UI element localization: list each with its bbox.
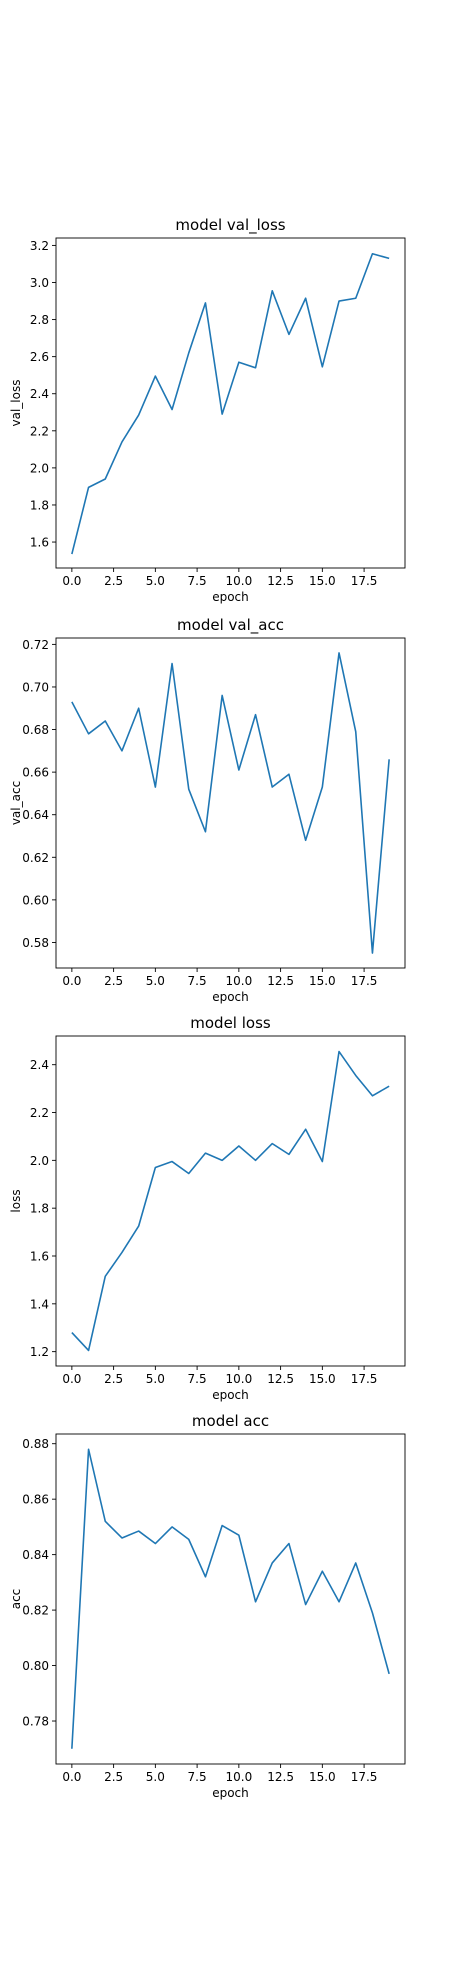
chart-4-xtick-label: 2.5 bbox=[104, 1770, 123, 1784]
chart-1-ytick-label: 3.0 bbox=[30, 276, 49, 290]
chart-1-title: model val_loss bbox=[175, 216, 285, 235]
chart-1-ytick-label: 2.0 bbox=[30, 461, 49, 475]
chart-2-xtick-label: 5.0 bbox=[146, 974, 165, 988]
chart-3-series-line bbox=[71, 1050, 390, 1352]
chart-3-xtick-label: 5.0 bbox=[146, 1372, 165, 1386]
chart-2-axes-frame bbox=[55, 637, 406, 969]
chart-2: model val_acc 0.0 2.5 5.0 7.5 10.0 12.5 15.0 17.… bbox=[9, 616, 406, 1004]
chart-4-xtick-label: 0.0 bbox=[62, 1770, 81, 1784]
chart-1-ytick-label: 1.6 bbox=[30, 536, 49, 550]
chart-1-xtick-label: 15.0 bbox=[309, 574, 336, 588]
chart-2-ytick-label: 0.72 bbox=[22, 638, 49, 652]
chart-4-ytick-label: 0.82 bbox=[22, 1604, 49, 1618]
chart-2-title: model val_acc bbox=[177, 616, 284, 635]
chart-2-xtick-label: 7.5 bbox=[188, 974, 207, 988]
chart-4-axes-frame bbox=[55, 1433, 406, 1765]
chart-1-axes-frame bbox=[55, 237, 406, 569]
chart-3-xtick-label: 10.0 bbox=[225, 1372, 252, 1386]
chart-4-xtick-label: 12.5 bbox=[267, 1770, 294, 1784]
chart-1-xtick-label: 2.5 bbox=[104, 574, 123, 588]
chart-1-ylabel: val_loss bbox=[9, 380, 23, 427]
chart-3-ytick-label: 1.2 bbox=[30, 1345, 49, 1359]
chart-4-xtick-label: 17.5 bbox=[351, 1770, 378, 1784]
chart-2-xtick-label: 10.0 bbox=[225, 974, 252, 988]
chart-4-ytick-label: 0.78 bbox=[22, 1715, 49, 1729]
chart-3-title: model loss bbox=[190, 1014, 271, 1032]
chart-3-ytick-label: 1.4 bbox=[30, 1297, 49, 1311]
chart-4-xtick-label: 5.0 bbox=[146, 1770, 165, 1784]
chart-4-xtick-label: 10.0 bbox=[225, 1770, 252, 1784]
chart-3-ytick-label: 2.4 bbox=[30, 1058, 49, 1072]
chart-1: model val_loss 0.0 2.5 5.0 7.5 10.0 12.5 15.0 17… bbox=[9, 216, 406, 604]
chart-4-title: model acc bbox=[192, 1412, 269, 1430]
chart-3-axes-frame bbox=[55, 1035, 406, 1367]
chart-3-xtick-label: 7.5 bbox=[188, 1372, 207, 1386]
chart-2-ytick-label: 0.58 bbox=[22, 936, 49, 950]
chart-2-xtick-label: 2.5 bbox=[104, 974, 123, 988]
chart-4-xlabel: epoch bbox=[212, 1786, 249, 1800]
chart-4-ytick-label: 0.84 bbox=[22, 1548, 49, 1562]
chart-4-xtick-label: 7.5 bbox=[188, 1770, 207, 1784]
chart-1-ytick-label: 2.8 bbox=[30, 313, 49, 327]
chart-3-ytick-label: 1.6 bbox=[30, 1250, 49, 1264]
chart-4-ytick-label: 0.86 bbox=[22, 1493, 49, 1507]
chart-1-ytick-label: 3.2 bbox=[30, 239, 49, 253]
chart-1-xlabel: epoch bbox=[212, 590, 249, 604]
chart-3-xtick-label: 12.5 bbox=[267, 1372, 294, 1386]
chart-1-xtick-label: 10.0 bbox=[225, 574, 252, 588]
chart-2-ytick-label: 0.60 bbox=[22, 893, 49, 907]
chart-1-ytick-label: 2.6 bbox=[30, 350, 49, 364]
chart-4-ytick-label: 0.80 bbox=[22, 1659, 49, 1673]
chart-1-xtick-label: 0.0 bbox=[62, 574, 81, 588]
chart-1-ytick-label: 1.8 bbox=[30, 498, 49, 512]
chart-3: model loss 0.0 2.5 5.0 7.5 10.0 12.5 15.0 17.5 1.… bbox=[9, 1014, 406, 1402]
chart-3-xtick-label: 0.0 bbox=[62, 1372, 81, 1386]
chart-2-xtick-label: 17.5 bbox=[351, 974, 378, 988]
chart-4: model acc 0.0 2.5 5.0 7.5 10.0 12.5 15.0 17.5 0.7… bbox=[9, 1412, 406, 1800]
chart-2-ytick-label: 0.62 bbox=[22, 851, 49, 865]
chart-4-series-line bbox=[71, 1448, 390, 1749]
chart-1-xtick-label: 17.5 bbox=[351, 574, 378, 588]
chart-3-xtick-label: 17.5 bbox=[351, 1372, 378, 1386]
chart-2-xtick-label: 15.0 bbox=[309, 974, 336, 988]
chart-3-ytick-label: 2.2 bbox=[30, 1106, 49, 1120]
chart-1-ytick-label: 2.4 bbox=[30, 387, 49, 401]
chart-1-xtick-label: 12.5 bbox=[267, 574, 294, 588]
chart-2-xtick-label: 0.0 bbox=[62, 974, 81, 988]
chart-1-ytick-label: 2.2 bbox=[30, 424, 49, 438]
chart-2-ylabel: val_acc bbox=[9, 781, 23, 825]
chart-4-ylabel: acc bbox=[9, 1589, 23, 1610]
chart-4-xtick-label: 15.0 bbox=[309, 1770, 336, 1784]
chart-3-xlabel: epoch bbox=[212, 1388, 249, 1402]
chart-2-ytick-label: 0.70 bbox=[22, 680, 49, 694]
chart-2-xtick-label: 12.5 bbox=[267, 974, 294, 988]
chart-2-series-line bbox=[71, 652, 390, 954]
chart-2-ytick-label: 0.64 bbox=[22, 808, 49, 822]
chart-1-xtick-label: 5.0 bbox=[146, 574, 165, 588]
chart-3-xtick-label: 15.0 bbox=[309, 1372, 336, 1386]
chart-4-ytick-label: 0.88 bbox=[22, 1437, 49, 1451]
chart-2-ytick-label: 0.66 bbox=[22, 766, 49, 780]
chart-2-ytick-label: 0.68 bbox=[22, 723, 49, 737]
chart-3-ytick-label: 2.0 bbox=[30, 1154, 49, 1168]
chart-2-xlabel: epoch bbox=[212, 990, 249, 1004]
chart-1-xtick-label: 7.5 bbox=[188, 574, 207, 588]
chart-3-ylabel: loss bbox=[9, 1189, 23, 1212]
chart-3-ytick-label: 1.8 bbox=[30, 1202, 49, 1216]
chart-3-xtick-label: 2.5 bbox=[104, 1372, 123, 1386]
chart-1-series-line bbox=[71, 252, 390, 555]
